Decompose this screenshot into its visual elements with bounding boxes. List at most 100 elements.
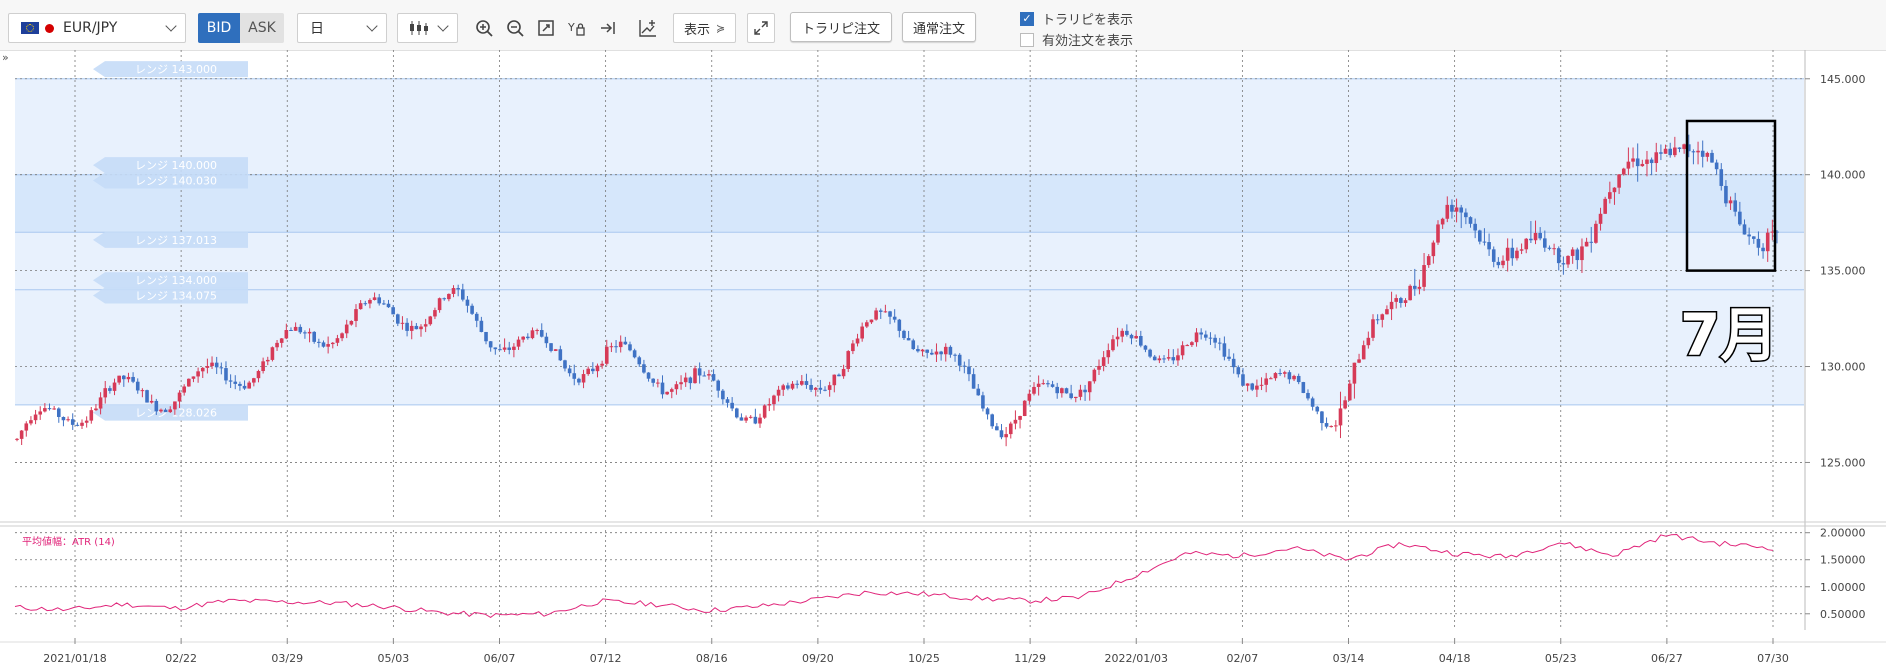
candle: [1245, 383, 1250, 392]
candle: [734, 407, 739, 419]
candle-body: [1394, 298, 1399, 302]
candle: [1385, 305, 1389, 315]
candle: [925, 349, 929, 359]
candle-body: [1371, 319, 1375, 338]
candle-body: [916, 349, 920, 352]
candle: [80, 419, 84, 429]
candle: [1320, 410, 1324, 431]
candle-body: [1375, 319, 1380, 321]
candle-body: [1324, 423, 1329, 427]
candle-body: [920, 349, 925, 352]
candle: [618, 335, 623, 353]
period-select[interactable]: 日: [297, 13, 387, 43]
candle: [1566, 255, 1570, 268]
candle: [669, 387, 674, 399]
collapse-panel-icon[interactable]: »: [2, 51, 9, 64]
date-axis: 2021/01/18 02/22 03/29 05/03 06/07 07/12 08/16…: [0, 638, 1886, 665]
show-trap-checkbox[interactable]: ✓ トラリピを表示: [1020, 9, 1133, 28]
range-label: レンジ 137.013: [93, 231, 248, 248]
chart-type-select[interactable]: [397, 13, 458, 43]
candle-body: [813, 387, 818, 390]
candle-body: [772, 395, 776, 405]
candle-body: [1566, 255, 1570, 265]
candle: [744, 415, 748, 423]
candle: [149, 394, 154, 404]
price-chart[interactable]: レンジ 143.000 レンジ 140.000 レンジ 140.030 レンジ 137…: [0, 50, 1886, 670]
candle-body: [419, 326, 423, 330]
ask-button[interactable]: ASK: [240, 13, 284, 43]
bid-button[interactable]: BID: [198, 13, 240, 43]
candle-body: [906, 338, 911, 341]
candle: [679, 375, 683, 390]
candle: [943, 343, 948, 362]
candle: [1162, 355, 1166, 363]
candle-body: [628, 344, 632, 351]
candle-body: [1320, 411, 1324, 424]
candlestick-series: [15, 134, 1779, 447]
candle: [1631, 147, 1635, 168]
candle-body: [112, 382, 117, 391]
candle-body: [1032, 386, 1036, 394]
candle-body: [744, 417, 748, 421]
candle: [892, 309, 897, 323]
candle: [934, 343, 939, 363]
candle-body: [758, 417, 762, 424]
candle: [1301, 381, 1306, 394]
candle: [1603, 196, 1607, 214]
candle: [1334, 420, 1338, 432]
candle: [1710, 149, 1714, 163]
candle: [1538, 227, 1542, 241]
candle: [1176, 348, 1180, 366]
zoom-in-icon[interactable]: [472, 16, 496, 40]
trap-order-button[interactable]: トラリピ注文: [790, 12, 892, 42]
jump-latest-icon[interactable]: [596, 16, 620, 40]
candle-body: [298, 326, 303, 333]
candle: [1431, 240, 1436, 264]
candle: [967, 359, 971, 382]
candle: [1621, 167, 1626, 176]
candle: [1487, 233, 1491, 256]
candle: [200, 367, 205, 379]
candle: [1450, 199, 1454, 219]
candle-body: [1589, 241, 1594, 243]
candle-body: [1278, 373, 1282, 375]
y-lock-icon[interactable]: Y: [565, 16, 589, 40]
candle: [187, 378, 191, 387]
candle: [1310, 396, 1315, 411]
candle: [1125, 324, 1129, 337]
fullscreen-icon[interactable]: [747, 13, 775, 43]
candle-body: [800, 381, 804, 385]
indicator-label: 平均値幅：ATR (14): [22, 535, 115, 548]
candle: [1403, 298, 1408, 307]
symbol-select[interactable]: EUR/JPY: [8, 13, 186, 43]
add-indicator-icon[interactable]: [636, 16, 660, 40]
fit-icon[interactable]: [534, 16, 558, 40]
candle: [1501, 255, 1505, 269]
candle-body: [1282, 372, 1287, 374]
candle: [1250, 382, 1255, 392]
candle: [173, 401, 177, 415]
candle-body: [1027, 393, 1032, 401]
candle: [233, 375, 238, 390]
candle-body: [214, 362, 219, 368]
normal-order-button[interactable]: 通常注文: [902, 12, 976, 42]
candle: [1728, 196, 1733, 210]
candle-body: [981, 395, 985, 409]
candle-body: [484, 331, 488, 342]
range-label-tag: [93, 61, 248, 78]
range-label-text: レンジ 137.013: [135, 234, 217, 247]
candle: [930, 349, 934, 356]
candle-body: [428, 316, 433, 325]
candle: [1580, 238, 1584, 273]
candle: [1143, 344, 1148, 353]
zoom-out-icon[interactable]: [503, 16, 527, 40]
jp-flag-icon: [45, 23, 54, 33]
candle-body: [1765, 232, 1770, 252]
candle: [869, 319, 874, 324]
candle-body: [70, 419, 75, 425]
candle-body: [1152, 356, 1157, 361]
display-menu-button[interactable]: 表示 ≽: [673, 13, 736, 43]
show-active-checkbox[interactable]: 有効注文を表示: [1020, 30, 1133, 49]
candle-body: [261, 361, 265, 372]
candle: [962, 361, 967, 374]
